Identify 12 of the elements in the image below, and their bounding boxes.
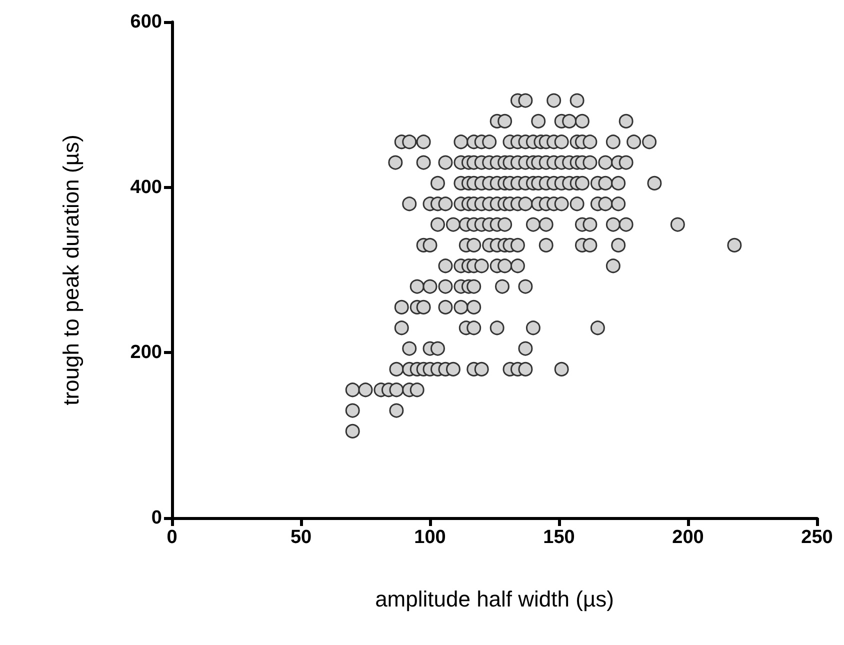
- x-tick-label: 100: [414, 527, 446, 548]
- x-tick-label: 150: [543, 527, 575, 548]
- y-tick-label: 400: [130, 176, 162, 198]
- y-tick-label: 200: [130, 342, 162, 364]
- y-tick-label: 600: [130, 12, 162, 32]
- y-axis-title: trough to peak duration (µs): [58, 134, 84, 406]
- x-tick-label: 0: [166, 527, 178, 548]
- x-tick-label: 200: [672, 527, 704, 548]
- y-tick-label: 0: [151, 508, 162, 528]
- x-axis-title: amplitude half width (µs): [375, 586, 614, 612]
- x-tick-label: 50: [290, 527, 312, 548]
- x-tick-label: 250: [801, 527, 833, 548]
